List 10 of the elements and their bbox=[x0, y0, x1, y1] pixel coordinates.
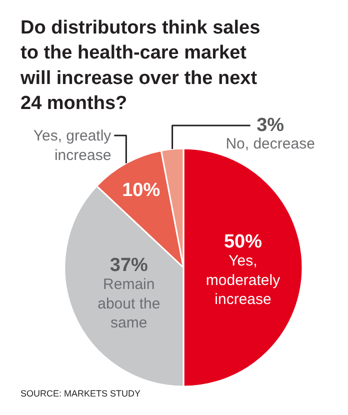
data-label: 37% bbox=[110, 255, 148, 276]
slice-label: Yes, moderately increase bbox=[206, 252, 281, 308]
data-label: 10% bbox=[122, 180, 160, 201]
slice-label: No, decrease bbox=[226, 136, 315, 152]
source-note: SOURCE: MARKETS STUDY bbox=[20, 388, 141, 398]
data-label: 3% bbox=[256, 115, 284, 136]
data-label: 50% bbox=[224, 232, 262, 252]
chart-title: Do distributors think sales to the health-care market will increase over the next 24 months? bbox=[20, 18, 260, 114]
slice-label: Yes, greatly increase bbox=[33, 128, 112, 164]
slice-label: Remain about the same bbox=[98, 276, 160, 332]
